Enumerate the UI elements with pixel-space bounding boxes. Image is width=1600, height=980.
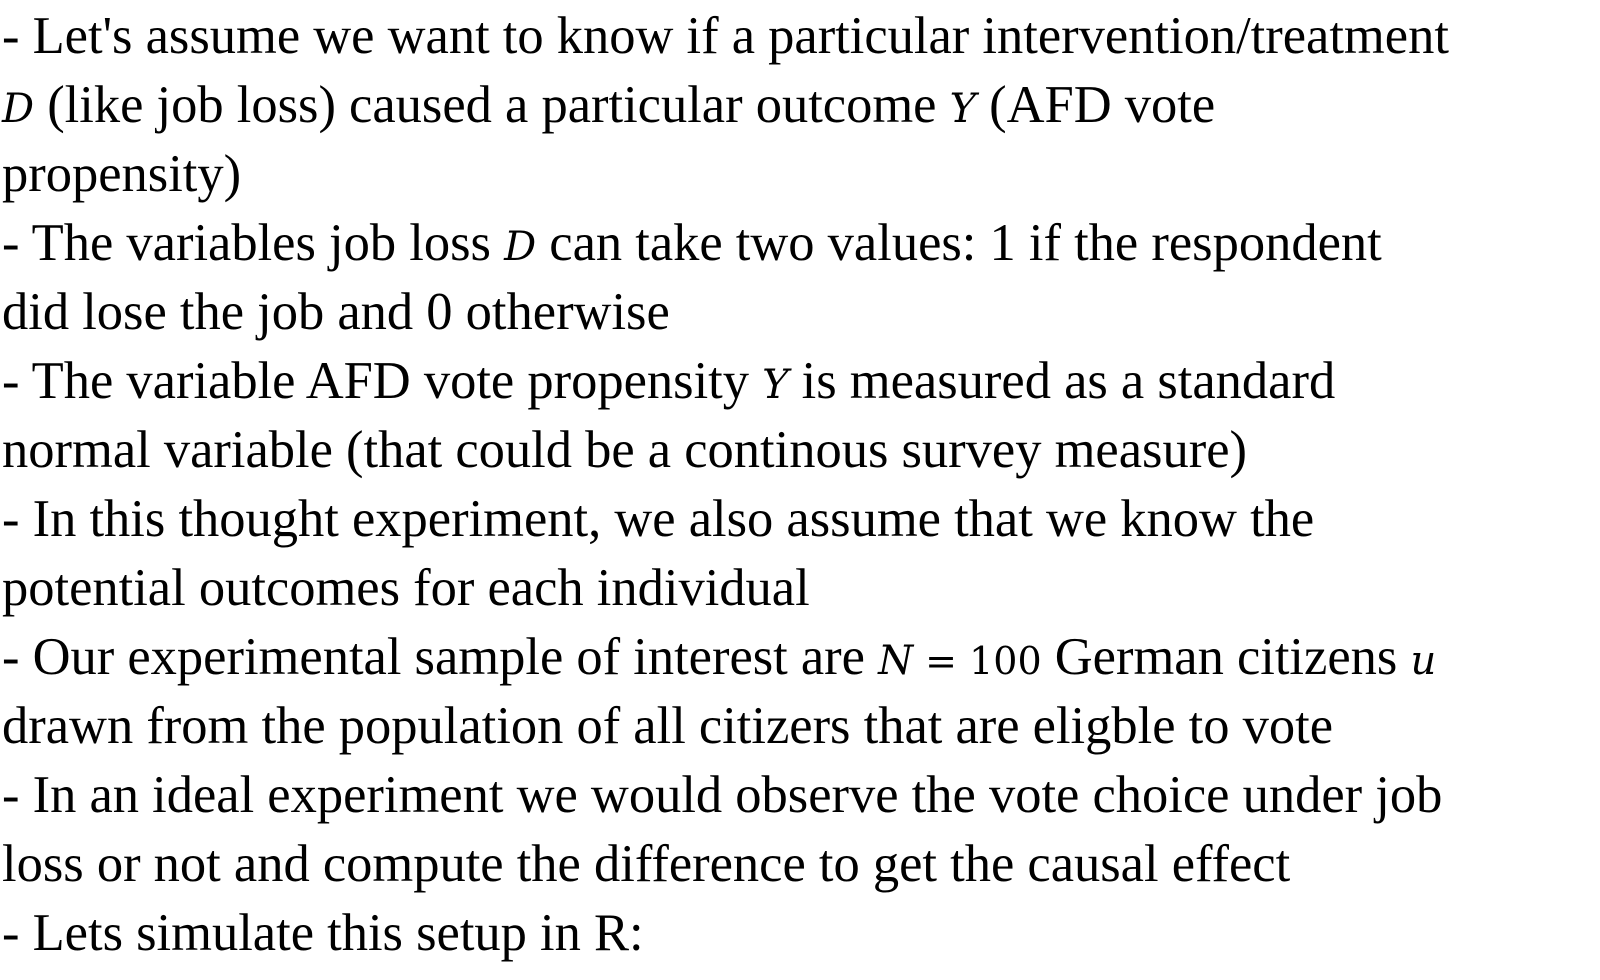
text-segment: loss or not and compute the difference t… bbox=[2, 835, 1291, 893]
text-line: - Lets simulate this setup in R: bbox=[2, 899, 1592, 968]
text-segment: German citizens bbox=[1041, 628, 1411, 686]
text-line: - The variable AFD vote propensity Y is … bbox=[2, 347, 1592, 416]
text-segment: - Let's assume we want to know if a part… bbox=[2, 7, 1449, 65]
text-line: potential outcomes for each individual bbox=[2, 554, 1592, 623]
text-line: - The variables job loss D can take two … bbox=[2, 209, 1592, 278]
text-line: - Let's assume we want to know if a part… bbox=[2, 2, 1592, 71]
math-variable: Y bbox=[949, 86, 977, 132]
math-variable: D bbox=[2, 86, 35, 132]
text-line: D (like job loss) caused a particular ou… bbox=[2, 71, 1592, 140]
text-segment: is measured as a standard bbox=[788, 352, 1336, 410]
math-variable: Y bbox=[762, 362, 789, 408]
math-operator: = bbox=[913, 639, 970, 683]
text-segment: propensity) bbox=[2, 145, 242, 203]
text-segment: - The variables job loss bbox=[2, 214, 505, 272]
text-segment: did lose the job and 0 otherwise bbox=[2, 283, 670, 341]
text-segment: potential outcomes for each individual bbox=[2, 559, 810, 617]
text-segment: drawn from the population of all citizer… bbox=[2, 697, 1334, 755]
text-segment: normal variable (that could be a contino… bbox=[2, 421, 1247, 479]
math-variable: u bbox=[1410, 638, 1437, 684]
text-line: - Our experimental sample of interest ar… bbox=[2, 623, 1592, 692]
text-line: did lose the job and 0 otherwise bbox=[2, 278, 1592, 347]
text-segment: - The variable AFD vote propensity bbox=[2, 352, 763, 410]
text-segment: - In an ideal experiment we would observ… bbox=[2, 766, 1443, 824]
text-line: - In an ideal experiment we would observ… bbox=[2, 761, 1592, 830]
text-line: normal variable (that could be a contino… bbox=[2, 416, 1592, 485]
text-segment: - Lets simulate this setup in R: bbox=[2, 904, 644, 962]
math-variable: D bbox=[504, 224, 537, 270]
text-segment: (like job loss) caused a particular outc… bbox=[34, 76, 950, 134]
document-body: - Let's assume we want to know if a part… bbox=[2, 2, 1592, 968]
math-number: 100 bbox=[969, 639, 1042, 683]
text-line: propensity) bbox=[2, 140, 1592, 209]
text-line: loss or not and compute the difference t… bbox=[2, 830, 1592, 899]
text-segment: - In this thought experiment, we also as… bbox=[2, 490, 1315, 548]
text-line: drawn from the population of all citizer… bbox=[2, 692, 1592, 761]
text-segment: (AFD vote bbox=[976, 76, 1216, 134]
text-segment: can take two values: 1 if the respondent bbox=[536, 214, 1382, 272]
math-variable: N bbox=[878, 638, 914, 684]
text-line: - In this thought experiment, we also as… bbox=[2, 485, 1592, 554]
text-segment: - Our experimental sample of interest ar… bbox=[2, 628, 879, 686]
